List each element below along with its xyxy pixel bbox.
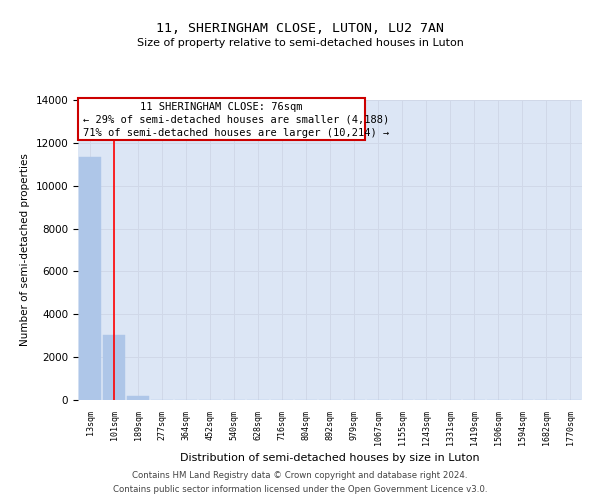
Text: Contains HM Land Registry data © Crown copyright and database right 2024.: Contains HM Land Registry data © Crown c…	[132, 472, 468, 480]
Text: ← 29% of semi-detached houses are smaller (4,188): ← 29% of semi-detached houses are smalle…	[83, 115, 389, 125]
Bar	[103, 334, 125, 400]
Bar	[127, 396, 149, 400]
Text: Size of property relative to semi-detached houses in Luton: Size of property relative to semi-detach…	[137, 38, 463, 48]
Y-axis label: Number of semi-detached properties: Number of semi-detached properties	[20, 154, 30, 346]
Text: Contains public sector information licensed under the Open Government Licence v3: Contains public sector information licen…	[113, 484, 487, 494]
Bar	[79, 157, 101, 400]
Text: 11, SHERINGHAM CLOSE, LUTON, LU2 7AN: 11, SHERINGHAM CLOSE, LUTON, LU2 7AN	[156, 22, 444, 36]
X-axis label: Distribution of semi-detached houses by size in Luton: Distribution of semi-detached houses by …	[180, 453, 480, 463]
Text: 71% of semi-detached houses are larger (10,214) →: 71% of semi-detached houses are larger (…	[83, 128, 389, 138]
Text: 11 SHERINGHAM CLOSE: 76sqm: 11 SHERINGHAM CLOSE: 76sqm	[140, 102, 303, 113]
